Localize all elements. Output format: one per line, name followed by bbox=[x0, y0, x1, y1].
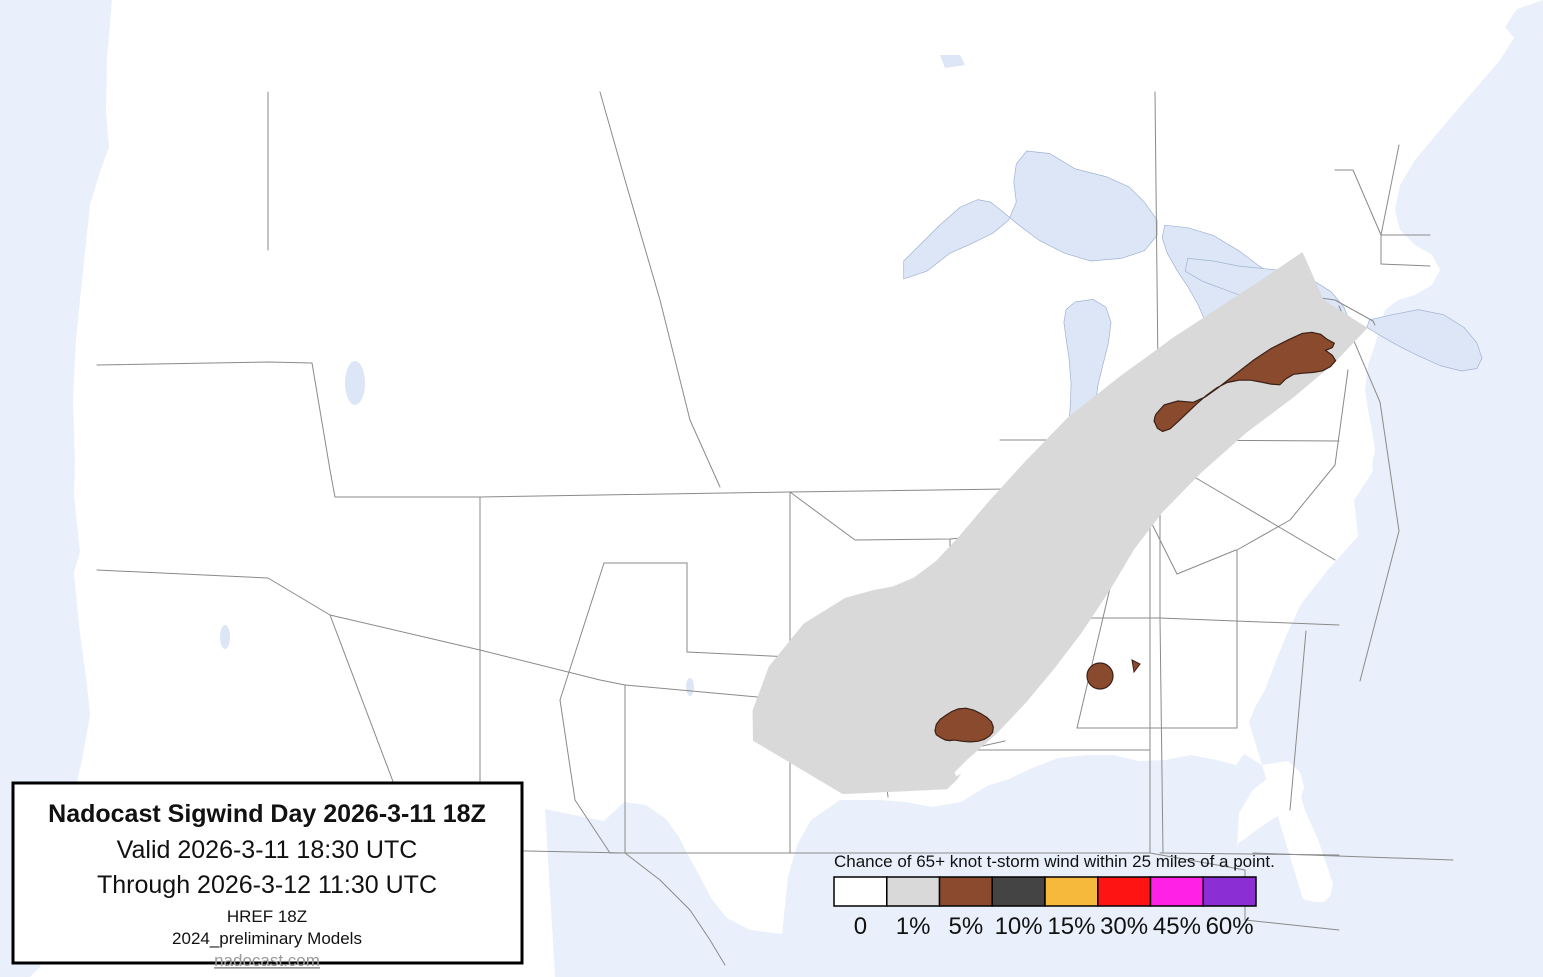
svg-text:60%: 60% bbox=[1206, 913, 1254, 940]
svg-text:1%: 1% bbox=[896, 913, 931, 940]
svg-text:0: 0 bbox=[854, 913, 867, 940]
svg-text:Through 2026-3-12 11:30 UTC: Through 2026-3-12 11:30 UTC bbox=[97, 871, 437, 899]
svg-text:30%: 30% bbox=[1100, 913, 1148, 940]
svg-text:5%: 5% bbox=[949, 913, 984, 940]
svg-text:HREF 18Z: HREF 18Z bbox=[227, 907, 307, 926]
svg-text:Valid 2026-3-11 18:30 UTC: Valid 2026-3-11 18:30 UTC bbox=[117, 836, 418, 864]
svg-text:15%: 15% bbox=[1047, 913, 1095, 940]
svg-text:2024_preliminary Models: 2024_preliminary Models bbox=[172, 929, 362, 948]
svg-text:45%: 45% bbox=[1153, 913, 1201, 940]
svg-text:nadocast.com: nadocast.com bbox=[214, 951, 320, 970]
svg-text:Chance of 65+ knot t-storm win: Chance of 65+ knot t-storm wind within 2… bbox=[834, 852, 1275, 871]
svg-text:10%: 10% bbox=[995, 913, 1043, 940]
svg-text:Nadocast Sigwind Day 2026-3-11: Nadocast Sigwind Day 2026-3-11 18Z bbox=[48, 800, 486, 828]
